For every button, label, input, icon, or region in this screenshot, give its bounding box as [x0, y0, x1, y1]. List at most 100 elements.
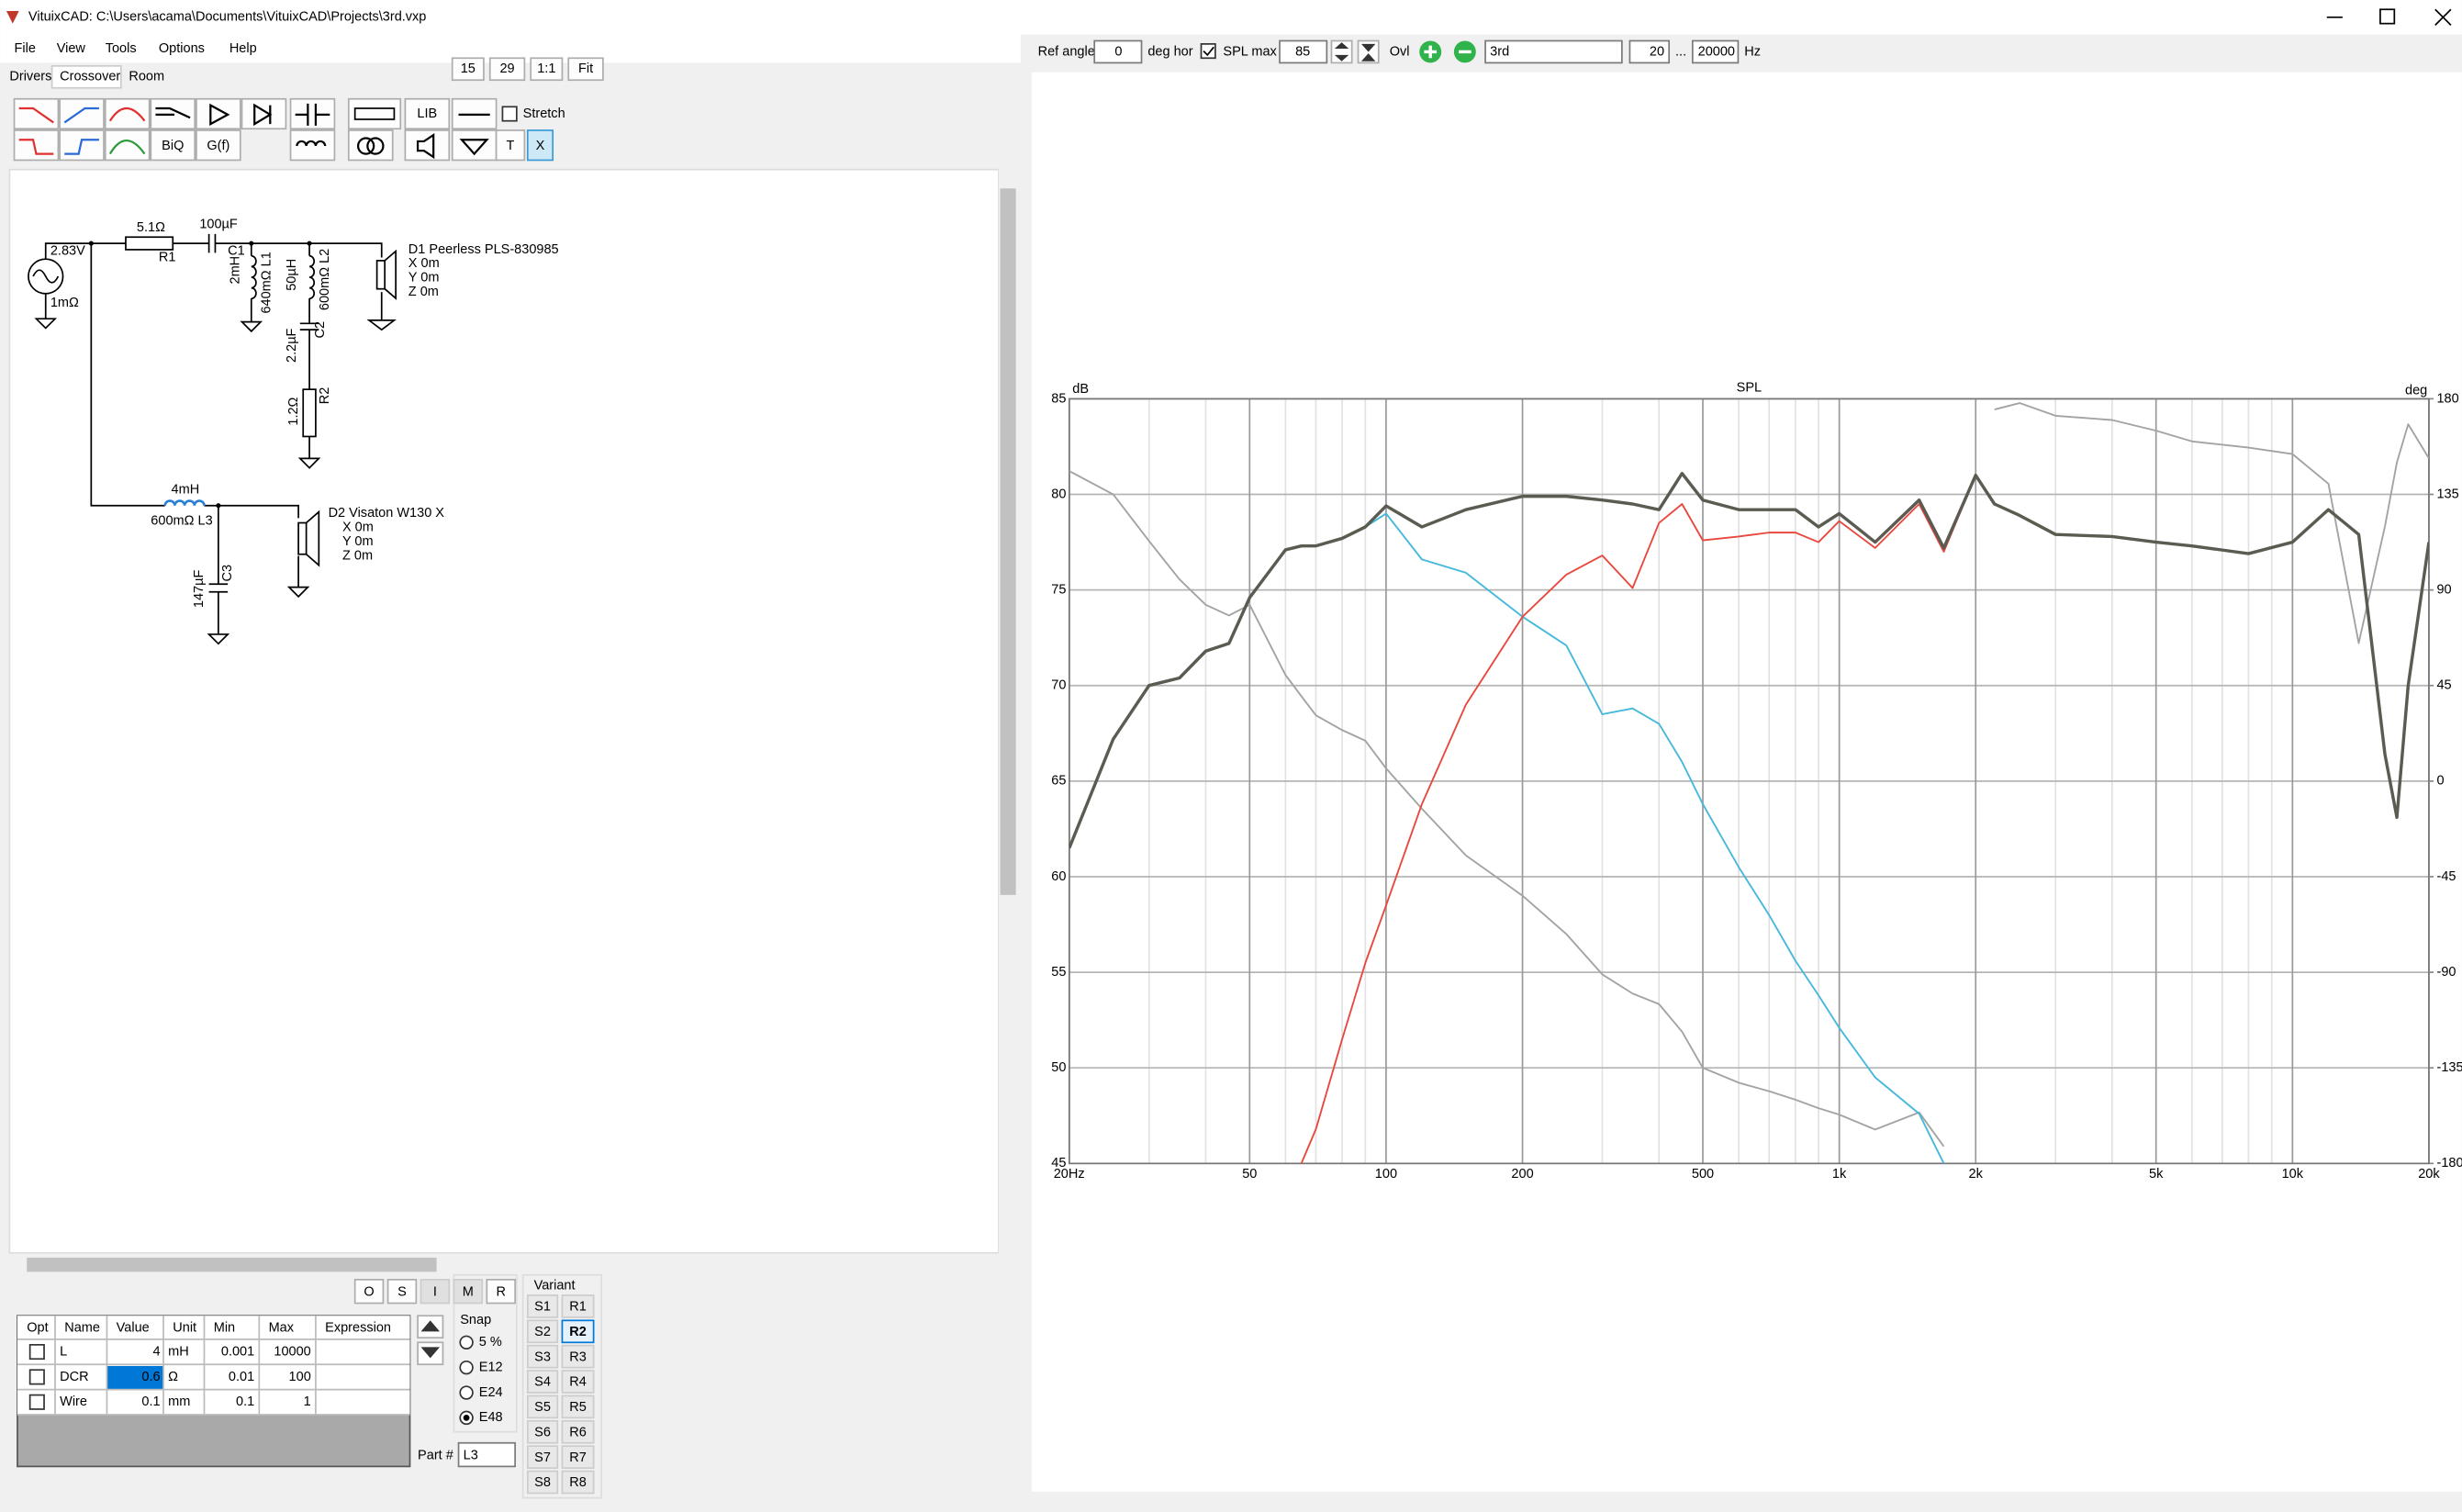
button[interactable] — [567, 57, 604, 82]
y-tick-label: 65 — [1051, 774, 1066, 789]
button[interactable] — [104, 97, 151, 130]
button[interactable] — [526, 1319, 559, 1344]
button[interactable] — [1330, 39, 1353, 64]
component-label: X 0m — [408, 256, 440, 271]
button[interactable] — [150, 129, 196, 162]
selected-cell[interactable] — [106, 1365, 164, 1390]
maximize[interactable] — [2379, 8, 2396, 25]
zoom-button: 1:1 — [537, 62, 555, 76]
input[interactable] — [1484, 39, 1623, 64]
y2-tick-label: 90 — [2436, 582, 2451, 597]
checkbox[interactable] — [1200, 43, 1216, 60]
component-label: 600mΩ L2 — [318, 249, 332, 310]
button[interactable] — [561, 1445, 595, 1469]
button[interactable] — [453, 1279, 484, 1305]
component-label: Y 0m — [408, 271, 440, 286]
button[interactable] — [404, 129, 451, 162]
button[interactable] — [561, 1470, 595, 1495]
variant-button: R6 — [569, 1425, 587, 1439]
variant-button: R7 — [569, 1450, 587, 1465]
button[interactable] — [451, 57, 485, 82]
button[interactable] — [59, 129, 105, 162]
cell: 1 — [304, 1394, 311, 1409]
y-tick-label: 50 — [1051, 1060, 1066, 1075]
button-label: I — [433, 1284, 437, 1299]
button[interactable] — [561, 1344, 595, 1369]
x-tick-label: 50 — [1242, 1167, 1257, 1182]
button[interactable] — [495, 129, 526, 162]
radio[interactable] — [459, 1385, 474, 1400]
label: Part # — [418, 1448, 453, 1462]
input[interactable] — [1691, 39, 1740, 64]
button[interactable] — [526, 1445, 559, 1469]
variant-button: R3 — [569, 1350, 587, 1364]
schematic-area[interactable] — [8, 168, 1000, 1254]
checkbox[interactable] — [501, 106, 518, 122]
menu-item: View — [57, 41, 86, 56]
radio-label: E12 — [479, 1360, 503, 1374]
checkbox[interactable] — [28, 1344, 45, 1361]
component-label: 2.83V — [50, 243, 85, 258]
y2-tick-label: 180 — [2436, 391, 2458, 406]
icon — [253, 103, 273, 127]
y-tick-label: 55 — [1051, 965, 1066, 980]
component-label: D1 Peerless PLS-830985 — [408, 242, 559, 257]
checkbox[interactable] — [28, 1369, 45, 1385]
button-label: G(f) — [207, 139, 229, 153]
icon — [459, 139, 489, 156]
button[interactable] — [241, 97, 287, 130]
button[interactable] — [451, 129, 498, 162]
scroll-thumb[interactable] — [1000, 188, 1016, 895]
component-label: 50µH — [285, 259, 299, 291]
button[interactable] — [13, 97, 60, 130]
button[interactable] — [561, 1319, 595, 1344]
input-value: 20 — [1650, 44, 1664, 59]
button[interactable] — [420, 1279, 451, 1305]
column-header: Unit — [173, 1321, 196, 1336]
button[interactable] — [196, 129, 241, 162]
scroll-thumb[interactable] — [27, 1257, 437, 1272]
button[interactable] — [561, 1370, 595, 1394]
button[interactable] — [530, 57, 564, 82]
column-header: Expression — [325, 1321, 391, 1336]
button[interactable] — [353, 1279, 385, 1305]
label: Hz — [1744, 44, 1761, 59]
button[interactable] — [561, 1394, 595, 1419]
button[interactable] — [13, 129, 60, 162]
tab-active[interactable] — [50, 64, 122, 89]
button[interactable] — [488, 57, 526, 82]
column-header: Name — [64, 1321, 100, 1336]
button[interactable] — [561, 1419, 595, 1444]
button[interactable] — [196, 97, 241, 130]
button[interactable] — [526, 129, 554, 162]
button[interactable] — [404, 97, 451, 130]
button[interactable] — [526, 1370, 559, 1394]
button[interactable] — [104, 129, 151, 162]
radio[interactable] — [459, 1335, 474, 1350]
button[interactable] — [526, 1419, 559, 1444]
button[interactable] — [526, 1294, 559, 1318]
cell: 4 — [153, 1344, 161, 1359]
button[interactable] — [526, 1470, 559, 1495]
button[interactable] — [561, 1294, 595, 1318]
button[interactable] — [347, 129, 394, 162]
y2-tick-label: -45 — [2436, 869, 2456, 884]
button[interactable] — [386, 1279, 418, 1305]
column-header: Max — [269, 1321, 295, 1336]
radio[interactable] — [459, 1360, 474, 1375]
component-label: D2 Visaton W130 X — [329, 506, 445, 521]
button[interactable] — [526, 1394, 559, 1419]
part-input[interactable] — [457, 1441, 516, 1468]
check — [1203, 46, 1214, 57]
button[interactable] — [59, 97, 105, 130]
input[interactable] — [1628, 39, 1671, 64]
input[interactable] — [1093, 39, 1143, 64]
label: deg hor — [1147, 44, 1192, 59]
button[interactable] — [526, 1344, 559, 1369]
input[interactable] — [1279, 39, 1328, 64]
button[interactable] — [486, 1279, 516, 1305]
close[interactable] — [2434, 8, 2452, 26]
button[interactable] — [347, 97, 402, 130]
checkbox[interactable] — [28, 1394, 45, 1410]
icon — [356, 137, 385, 155]
